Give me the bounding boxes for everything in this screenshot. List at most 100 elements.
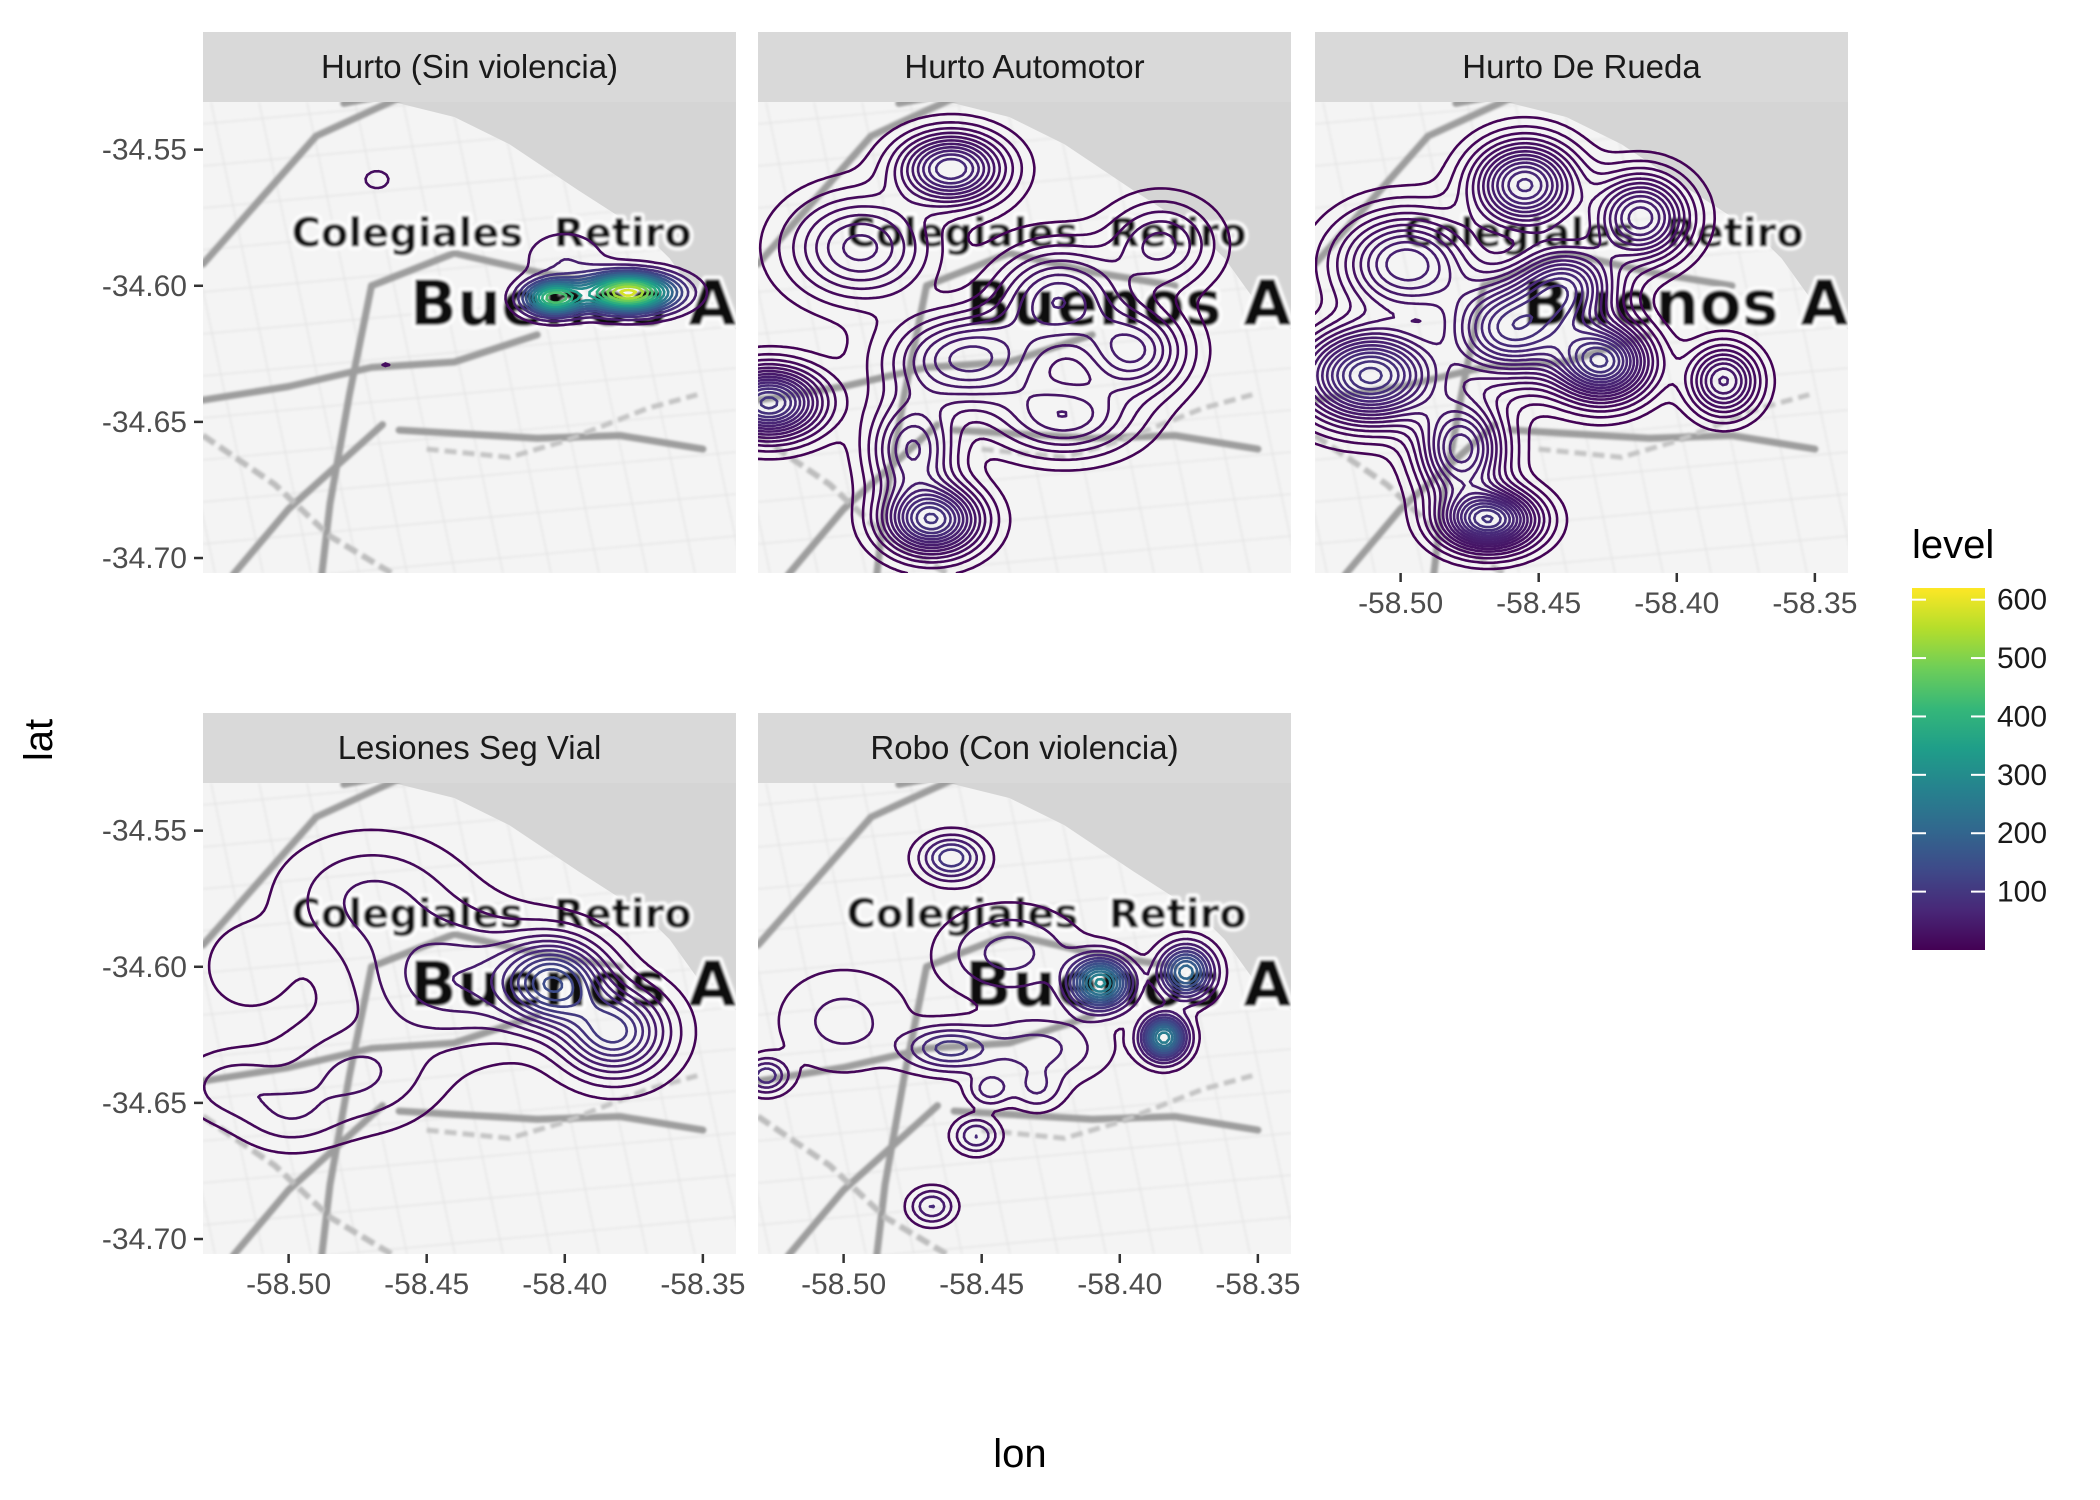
- city-boundary: [981, 1073, 1253, 1141]
- y-tick-label: -34.55: [102, 815, 187, 848]
- contour-line: [451, 939, 658, 1068]
- facet-panel: Hurto (Sin violencia) Colegiales RetiroBue…: [203, 32, 736, 573]
- river-area: [1505, 102, 1848, 330]
- contour-line: [1348, 314, 1616, 529]
- density-contours: [758, 826, 1229, 1230]
- legend-tick-label: 500: [1997, 642, 2047, 675]
- contour-line: [758, 142, 1157, 550]
- map-place-label: Colegiales: [847, 891, 1079, 937]
- contour-line: [758, 826, 1229, 1230]
- city-boundary: [758, 1114, 951, 1254]
- legend-title: level: [1912, 523, 1994, 567]
- facet-title: Hurto (Sin violencia): [321, 48, 618, 85]
- facet-title: Robo (Con violencia): [870, 729, 1178, 766]
- contour-line: [1315, 125, 1768, 565]
- contour-line: [541, 279, 658, 307]
- contour-line: [758, 843, 1213, 1209]
- contour-line: [758, 833, 1222, 1223]
- contour-line: [1321, 161, 1661, 542]
- contour-line: [1325, 165, 1654, 539]
- city-boundary: [1315, 433, 1508, 573]
- y-tick-label: -34.55: [102, 134, 187, 167]
- x-tick-label: -58.35: [1772, 587, 1857, 620]
- contour-line: [758, 126, 1203, 564]
- map-place-label: Retiro: [554, 210, 692, 256]
- facet-strip: [1315, 32, 1848, 102]
- facet-panel: Lesiones Seg Vial Colegiales RetiroBuenos …: [203, 713, 736, 1254]
- facet-strip: [203, 32, 736, 102]
- contour-line: [1341, 284, 1621, 532]
- contour-line: [1316, 157, 1729, 544]
- contour-line: [758, 390, 947, 531]
- contour-line: [1358, 352, 1609, 524]
- legend-colorbar: [1912, 588, 1985, 950]
- contour-line: [537, 278, 662, 309]
- facet-title: Hurto Automotor: [904, 48, 1144, 85]
- city-boundary: [981, 392, 1253, 460]
- city-boundary: [203, 1114, 396, 1254]
- contour-line: [758, 145, 1147, 547]
- facet-title: Lesiones Seg Vial: [338, 729, 602, 766]
- contour-line: [758, 121, 1216, 570]
- contour-line: [509, 953, 637, 1051]
- contour-line: [203, 854, 683, 1139]
- contour-line: [619, 288, 637, 297]
- x-tick-label: -58.45: [939, 1268, 1024, 1301]
- map-place-label: Buenos A: [965, 267, 1292, 340]
- y-tick-label: -34.65: [102, 1087, 187, 1120]
- contour-line: [1315, 137, 1757, 556]
- legend: level 100 200 300 400 500 600: [1912, 523, 2047, 950]
- y-tick-label: -34.60: [102, 951, 187, 984]
- x-tick-label: -58.35: [1215, 1268, 1300, 1301]
- x-tick-label: -58.50: [801, 1268, 886, 1301]
- y-tick-label: -34.60: [102, 270, 187, 303]
- density-contours: [1315, 115, 1777, 571]
- contour-line: [1315, 146, 1748, 551]
- contour-line: [1336, 177, 1625, 535]
- contour-line: [934, 848, 1209, 1059]
- contour-line: [758, 149, 1067, 544]
- contour-line: [1315, 141, 1752, 553]
- contour-line: [203, 828, 698, 1155]
- x-tick-label: -58.50: [1358, 587, 1443, 620]
- contour-line: [1085, 970, 1174, 1048]
- contour-line: [1075, 956, 1203, 1055]
- river-area: [393, 783, 736, 1011]
- x-tick-label: -58.40: [1634, 587, 1719, 620]
- map-place-label: Buenos A: [1522, 267, 1849, 340]
- contour-line: [758, 135, 1177, 556]
- map-place-label: Retiro: [1109, 891, 1247, 937]
- x-tick-label: -58.40: [1077, 1268, 1162, 1301]
- river-area: [948, 102, 1291, 330]
- contour-line: [606, 283, 650, 302]
- contour-line: [1315, 150, 1743, 548]
- contour-line: [490, 944, 651, 1063]
- y-tick-label: -34.70: [102, 1223, 187, 1256]
- y-tick-label: -34.65: [102, 406, 187, 439]
- legend-tick-label: 400: [1997, 700, 2047, 733]
- legend-tick-label: 200: [1997, 817, 2047, 850]
- contour-line: [611, 285, 645, 300]
- contour-line: [501, 949, 645, 1057]
- contour-line: [531, 968, 575, 1002]
- contour-line: [1081, 964, 1194, 1050]
- x-tick-label: -58.50: [246, 1268, 331, 1301]
- contour-line: [257, 879, 673, 1120]
- legend-tick-label: 600: [1997, 584, 2047, 617]
- city-boundary: [1538, 392, 1810, 460]
- x-tick-label: -58.45: [384, 1268, 469, 1301]
- y-axis-title: lat: [17, 719, 61, 761]
- contour-line: [758, 838, 1217, 1218]
- contour-line: [524, 962, 583, 1008]
- contour-line: [545, 281, 654, 304]
- legend-tick-label: 100: [1997, 876, 2047, 909]
- river-area: [948, 783, 1291, 1011]
- facet-strip: [203, 713, 736, 783]
- contour-line: [1072, 953, 1206, 1057]
- contour-line: [531, 275, 670, 312]
- density-contours: [364, 169, 709, 368]
